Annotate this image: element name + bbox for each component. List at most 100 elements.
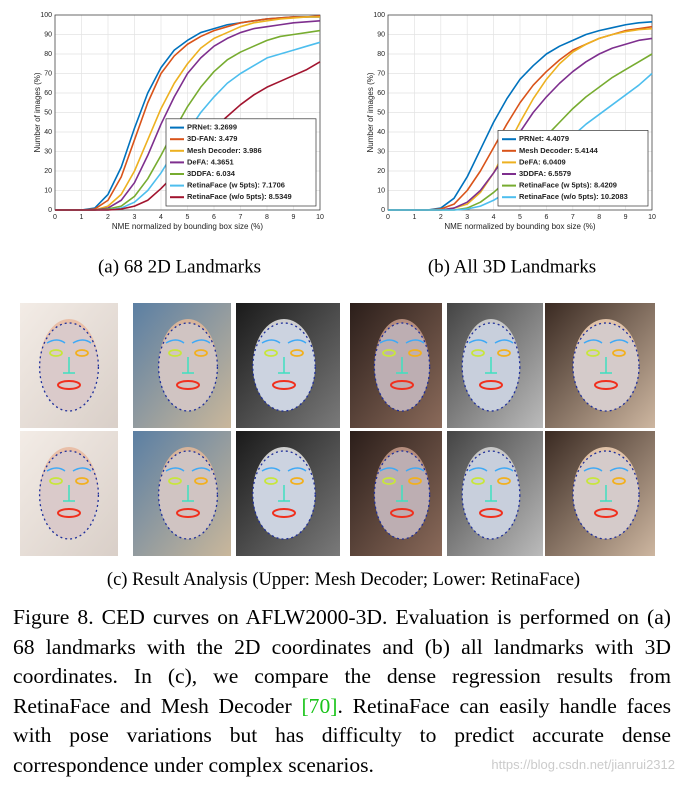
eye-landmarks (264, 349, 278, 357)
x-tick-label: 2 (106, 214, 110, 221)
x-tick-label: 6 (544, 214, 548, 221)
subcaption: (c) Result Analysis (Upper: Mesh Decoder… (106, 570, 581, 590)
eyebrow-landmarks (261, 467, 307, 472)
y-tick-label: 70 (44, 70, 52, 77)
nose-landmarks (63, 357, 75, 374)
y-tick-label: 80 (44, 51, 52, 58)
x-tick-label: 2 (439, 214, 443, 221)
eye-landmarks (75, 477, 89, 485)
x-tick-label: 1 (80, 214, 84, 221)
y-tick-label: 60 (44, 90, 52, 97)
eye-landmarks (194, 477, 208, 485)
y-tick-label: 10 (377, 187, 385, 194)
legend-label: Mesh Decoder: 5.4144 (519, 146, 599, 155)
y-tick-label: 0 (48, 207, 52, 214)
eyebrow-landmarks (583, 339, 629, 344)
eyebrow-landmarks (468, 339, 514, 344)
mouth-landmarks (594, 380, 618, 390)
subcaption: (b) All 3D Landmarks (428, 256, 596, 277)
axes-frame (387, 14, 653, 211)
eye-landmarks (168, 349, 182, 357)
legend-label: RetinaFace (w 5pts): 8.4209 (519, 181, 617, 190)
eyebrow-landmarks (379, 467, 425, 472)
x-tick-label: 7 (239, 214, 243, 221)
x-tick-label: 9 (624, 214, 628, 221)
x-axis-label: NME normalized by bounding box size (%) (112, 222, 264, 231)
eye-landmarks (49, 349, 63, 357)
eye-landmarks (168, 477, 182, 485)
eyebrow-landmarks (261, 339, 307, 344)
face-thumbnail (545, 431, 655, 556)
legend-label: RetinaFace (w/o 5pts): 8.5349 (187, 192, 292, 201)
legend-box (165, 118, 317, 207)
legend-label: DeFA: 4.3651 (187, 157, 234, 166)
mouth-landmarks (479, 380, 503, 390)
face-grid (20, 303, 655, 556)
caption-text: . RetinaFace can easily handle faces wit… (13, 693, 671, 777)
y-tick-label: 60 (377, 90, 385, 97)
nose-landmarks (182, 357, 194, 374)
eye-landmarks (382, 349, 396, 357)
y-tick-label: 100 (373, 12, 385, 19)
nose-landmarks (600, 485, 612, 502)
y-tick-label: 40 (377, 129, 385, 136)
mouth-landmarks (176, 508, 200, 518)
axes-frame (54, 14, 321, 211)
x-tick-label: 0 (386, 214, 390, 221)
face-thumbnail (545, 303, 655, 428)
y-tick-label: 0 (381, 207, 385, 214)
nose-landmarks (396, 357, 408, 374)
mouth-landmarks (57, 508, 81, 518)
x-tick-label: 4 (159, 214, 163, 221)
eyebrow-landmarks (583, 467, 629, 472)
series-line (55, 15, 321, 211)
y-tick-label: 40 (44, 129, 52, 136)
caption-text: Figure 8. CED curves on AFLW2000-3D. Eva… (13, 605, 671, 718)
nose-landmarks (600, 357, 612, 374)
mouth-landmarks (390, 508, 414, 518)
x-tick-label: 3 (465, 214, 469, 221)
x-tick-label: 8 (265, 214, 269, 221)
face-thumbnail (350, 303, 442, 428)
subcaption: (a) 68 2D Landmarks (98, 256, 261, 277)
x-tick-label: 8 (597, 214, 601, 221)
face-thumbnail (236, 303, 340, 428)
x-tick-label: 1 (412, 214, 416, 221)
eye-landmarks (612, 349, 626, 357)
mouth-landmarks (594, 508, 618, 518)
legend-label: RetinaFace (w/o 5pts): 10.2083 (519, 192, 628, 201)
x-tick-label: 6 (212, 214, 216, 221)
nose-landmarks (278, 485, 290, 502)
eye-landmarks (75, 349, 89, 357)
y-axis-label: Number of images (%) (366, 72, 375, 152)
face-thumbnail (133, 303, 231, 428)
eye-landmarks (497, 349, 511, 357)
face-thumbnail (20, 303, 118, 428)
mouth-landmarks (272, 380, 296, 390)
eye-landmarks (471, 477, 485, 485)
eyebrow-landmarks (468, 467, 514, 472)
face-thumbnail (133, 431, 231, 556)
eyebrow-landmarks (379, 339, 425, 344)
nose-landmarks (278, 357, 290, 374)
nose-landmarks (182, 485, 194, 502)
eye-landmarks (612, 477, 626, 485)
face-cells (20, 303, 655, 556)
citation: [70] (301, 693, 338, 718)
mouth-landmarks (479, 508, 503, 518)
y-tick-label: 20 (377, 168, 385, 175)
face-thumbnail (447, 431, 543, 556)
eye-landmarks (264, 477, 278, 485)
nose-landmarks (63, 485, 75, 502)
y-tick-label: 10 (44, 187, 52, 194)
x-axis-label: NME normalized by bounding box size (%) (444, 222, 596, 231)
y-tick-label: 100 (40, 12, 52, 19)
nose-landmarks (396, 485, 408, 502)
x-tick-label: 0 (53, 214, 57, 221)
eye-landmarks (290, 349, 304, 357)
y-tick-label: 20 (44, 168, 52, 175)
eye-landmarks (290, 477, 304, 485)
eyebrow-landmarks (165, 339, 211, 344)
